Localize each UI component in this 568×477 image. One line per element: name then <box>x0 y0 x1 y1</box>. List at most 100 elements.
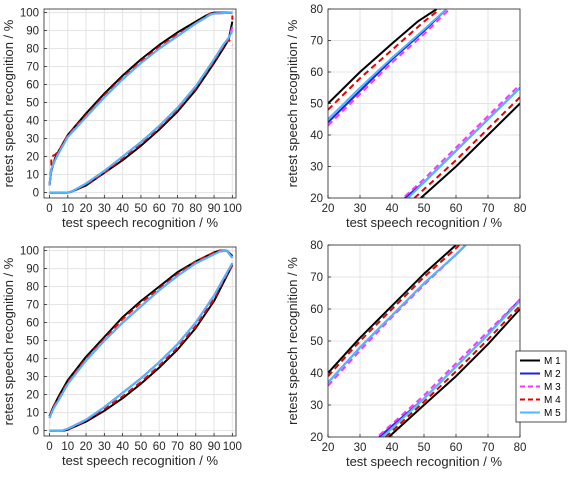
series-line-m1-upper <box>328 245 457 374</box>
x-tick-label: 20 <box>80 441 93 453</box>
y-tick-label: 30 <box>26 372 39 384</box>
y-axis-label: retest speech recognition / % <box>1 257 16 425</box>
series-line-m5-upper <box>48 249 234 419</box>
y-tick-label: 10 <box>26 408 39 420</box>
series-line-m1-upper <box>328 9 438 105</box>
y-tick-label: 60 <box>310 67 323 79</box>
axes-box <box>43 8 237 199</box>
x-tick-label: 30 <box>354 203 367 215</box>
x-tick-label: 80 <box>189 441 202 453</box>
y-tick-label: 60 <box>310 304 323 316</box>
x-tick-label: 70 <box>171 203 184 215</box>
series-line-m3-lower <box>378 298 520 437</box>
x-tick-label: 70 <box>482 203 495 215</box>
x-tick-label: 30 <box>98 203 111 215</box>
legend: M 1 M 2 M 3 M 4 M 5 <box>515 350 567 423</box>
x-tick-label: 50 <box>135 203 148 215</box>
series-line-m4-upper <box>328 245 460 377</box>
axes-box <box>43 246 237 437</box>
series-line-m3-upper <box>328 9 451 127</box>
y-tick-label: 40 <box>310 130 323 142</box>
x-tick-label: 70 <box>171 441 184 453</box>
legend-entry-m5: M 5 <box>544 408 561 419</box>
series-line-m5-lower <box>381 300 520 437</box>
series-line-m3-lower <box>404 83 520 198</box>
y-tick-label: 0 <box>33 188 39 200</box>
legend-entry-m4: M 4 <box>544 395 561 406</box>
x-tick-label: 40 <box>116 203 129 215</box>
x-axis-label: test speech recognition / % <box>62 453 219 468</box>
y-tick-label: 50 <box>26 336 39 348</box>
y-tick-label: 50 <box>310 336 323 348</box>
series-line-m5-lower <box>407 87 520 198</box>
x-tick-label: 60 <box>153 441 166 453</box>
series-line-m5-upper <box>328 245 467 384</box>
x-tick-label: 30 <box>98 441 111 453</box>
legend-entry-m2: M 2 <box>544 369 561 380</box>
x-tick-label: 100 <box>223 203 242 215</box>
x-tick-label: 30 <box>354 442 367 454</box>
panel-2: 20 30 40 50 60 70 80 20 30 40 50 60 70 80 test speech … <box>285 4 526 230</box>
y-tick-label: 40 <box>26 116 39 128</box>
y-tick-label: 20 <box>26 390 39 402</box>
plot-area <box>44 247 236 436</box>
y-tick-label: 100 <box>20 8 39 20</box>
y-tick-label: 70 <box>310 36 323 48</box>
data-lines <box>328 9 520 198</box>
legend-entry-m1: M 1 <box>544 356 561 367</box>
x-tick-label: 0 <box>46 203 52 215</box>
x-tick-label: 90 <box>208 203 221 215</box>
y-tick-label: 100 <box>20 246 39 258</box>
y-tick-label: 50 <box>310 99 323 111</box>
series-line-m5-lower <box>49 262 234 432</box>
x-tick-label: 40 <box>386 442 399 454</box>
x-tick-label: 20 <box>322 442 335 454</box>
x-tick-label: 10 <box>61 441 74 453</box>
y-tick-label: 60 <box>26 80 39 92</box>
data-lines <box>328 245 520 437</box>
x-tick-label: 0 <box>46 441 52 453</box>
x-tick-label: 40 <box>386 203 399 215</box>
y-tick-label: 30 <box>310 162 323 174</box>
panel-3: 0 10 20 30 40 50 60 70 80 90 100010203040506070809… <box>1 246 242 468</box>
y-tick-label: 20 <box>26 152 39 164</box>
x-tick-label: 80 <box>514 442 527 454</box>
legend-entry-m3: M 3 <box>544 382 561 393</box>
x-tick-label: 50 <box>135 441 148 453</box>
y-tick-label: 40 <box>310 368 323 380</box>
x-tick-label: 50 <box>418 442 431 454</box>
x-tick-label: 10 <box>61 203 74 215</box>
y-tick-label: 90 <box>26 264 39 276</box>
x-tick-label: 80 <box>514 203 527 215</box>
y-tick-label: 80 <box>310 4 323 16</box>
series-line-m5-upper <box>48 11 233 186</box>
panel-4: 20 30 40 50 60 70 80 20 30 40 50 60 70 80 test speech … <box>285 240 567 469</box>
y-tick-label: 30 <box>26 134 39 146</box>
y-tick-label: 40 <box>26 354 39 366</box>
y-tick-label: 50 <box>26 98 39 110</box>
x-axis-label: test speech recognition / % <box>346 454 503 469</box>
data-lines <box>48 11 234 194</box>
x-tick-label: 70 <box>482 442 495 454</box>
y-tick-label: 80 <box>26 44 39 56</box>
y-axis-label: retest speech recognition / % <box>285 257 300 425</box>
y-tick-label: 30 <box>310 400 323 412</box>
series-line-m1-lower <box>388 308 520 437</box>
y-tick-label: 90 <box>26 26 39 38</box>
y-tick-label: 70 <box>26 62 39 74</box>
y-tick-label: 0 <box>33 426 39 438</box>
series-line-m4-lower <box>384 305 520 437</box>
y-axis-label: retest speech recognition / % <box>285 19 300 187</box>
y-tick-label: 80 <box>310 240 323 252</box>
x-tick-label: 60 <box>450 203 463 215</box>
plot-area <box>44 9 236 198</box>
x-tick-label: 90 <box>208 441 221 453</box>
series-line-m5-lower <box>49 30 234 194</box>
y-tick-label: 80 <box>26 282 39 294</box>
x-tick-label: 80 <box>189 203 202 215</box>
y-tick-label: 20 <box>310 432 323 444</box>
y-tick-label: 70 <box>26 300 39 312</box>
x-tick-label: 60 <box>153 203 166 215</box>
y-tick-label: 10 <box>26 170 39 182</box>
